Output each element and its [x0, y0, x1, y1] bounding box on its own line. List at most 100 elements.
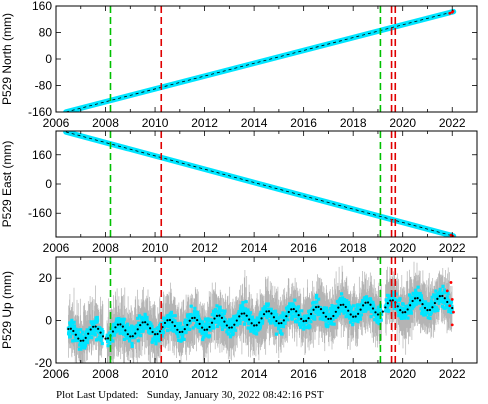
y-tick-label: -20: [35, 356, 53, 370]
model-point: [205, 328, 209, 331]
y-tick-label: 160: [32, 0, 52, 13]
model-point: [69, 327, 72, 330]
model-point: [111, 330, 115, 333]
model-point: [404, 311, 407, 314]
model-point: [327, 317, 330, 321]
model-point: [223, 320, 226, 323]
model-point: [265, 310, 268, 313]
model-point: [347, 309, 350, 312]
model-point: [270, 312, 273, 315]
model-point: [119, 323, 122, 326]
panel-north: 2006 2008 2010 2012 2014 2016 2018 2020 2022-160…: [0, 0, 478, 130]
model-point: [436, 297, 439, 300]
model-point: [250, 322, 253, 325]
y-tick-label: 0: [45, 314, 52, 328]
y-tick-label: 0: [45, 52, 52, 66]
model-point: [290, 308, 293, 311]
x-tick-label: 2006: [43, 116, 70, 130]
outlier-point: [450, 323, 454, 327]
y-axis-north: -160 -80 0 80 160: [28, 0, 477, 119]
x-tick-label: 2022: [439, 116, 466, 130]
model-point: [114, 326, 117, 329]
model-point: [196, 318, 199, 322]
model-point: [391, 299, 394, 302]
model-point: [72, 329, 75, 333]
x-tick-label: 2008: [92, 367, 119, 381]
model-point: [121, 325, 124, 328]
x-tick-label: 2018: [340, 116, 367, 130]
model-point: [116, 323, 120, 326]
model-point: [334, 310, 337, 313]
model-point: [151, 330, 154, 334]
plot-area-up: [66, 257, 455, 363]
y-tick-label: -160: [28, 105, 52, 119]
model-point: [178, 330, 181, 334]
model-line-north: [65, 11, 454, 112]
model-point: [220, 316, 224, 319]
model-point: [300, 317, 303, 320]
model-point: [396, 305, 399, 308]
model-point: [423, 306, 427, 310]
x-tick-label: 2008: [92, 241, 119, 255]
x-tick-label: 2014: [241, 367, 268, 381]
model-point: [245, 314, 248, 317]
model-point: [168, 318, 172, 322]
model-point: [342, 303, 345, 306]
model-point: [275, 319, 278, 323]
model-point: [248, 318, 251, 321]
model-point: [203, 328, 206, 331]
model-point: [329, 317, 332, 320]
model-point: [89, 328, 92, 331]
model-point: [139, 324, 142, 327]
model-point: [421, 303, 424, 306]
x-tick-label: 2018: [340, 241, 367, 255]
model-point: [257, 321, 261, 324]
model-point: [131, 335, 134, 338]
outliers-up: [445, 281, 455, 327]
model-point: [67, 327, 70, 331]
model-point: [280, 321, 283, 325]
model-point: [428, 308, 432, 312]
y-axis-east: -160 0 160: [28, 148, 477, 220]
model-point: [262, 313, 266, 316]
model-point: [369, 303, 372, 306]
plot-last-updated-value: Sunday, January 30, 2022 08:42:16 PST: [146, 389, 324, 401]
x-tick-label: 2022: [439, 241, 466, 255]
y-axis-label-east: P529 East (mm): [0, 141, 14, 228]
model-point: [285, 315, 288, 318]
y-tick-label: 0: [45, 177, 52, 191]
model-point: [409, 304, 412, 307]
model-point: [215, 314, 219, 317]
panel-up: 2006 2008 2010 2012 2014 2016 2018 2020 2022 -20 0…: [0, 256, 478, 381]
model-point: [210, 321, 214, 324]
model-point: [443, 297, 446, 300]
model-point: [230, 326, 233, 329]
y-tick-label: 20: [39, 271, 53, 285]
outlier-point: [452, 310, 455, 314]
y-axis-up: -20 0 20: [35, 271, 477, 370]
model-point: [79, 339, 82, 342]
model-point: [277, 322, 280, 325]
model-point: [305, 319, 308, 322]
model-point: [129, 335, 132, 338]
x-tick-label: 2016: [290, 241, 317, 255]
model-point: [97, 327, 100, 330]
model-point: [317, 305, 320, 308]
x-tick-label: 2020: [389, 116, 416, 130]
model-point: [253, 324, 256, 327]
model-point: [240, 312, 243, 315]
model-point: [163, 321, 167, 325]
model-point: [193, 316, 196, 319]
model-point: [361, 304, 365, 307]
model-point: [94, 325, 97, 328]
model-point: [366, 301, 370, 304]
model-point: [386, 302, 389, 305]
model-point: [322, 311, 325, 314]
model-point: [134, 332, 137, 335]
model-point: [352, 315, 355, 318]
model-point: [376, 313, 380, 316]
model-point: [384, 306, 387, 309]
model-point: [406, 308, 409, 311]
model-point: [183, 328, 186, 331]
model-point: [374, 311, 377, 314]
